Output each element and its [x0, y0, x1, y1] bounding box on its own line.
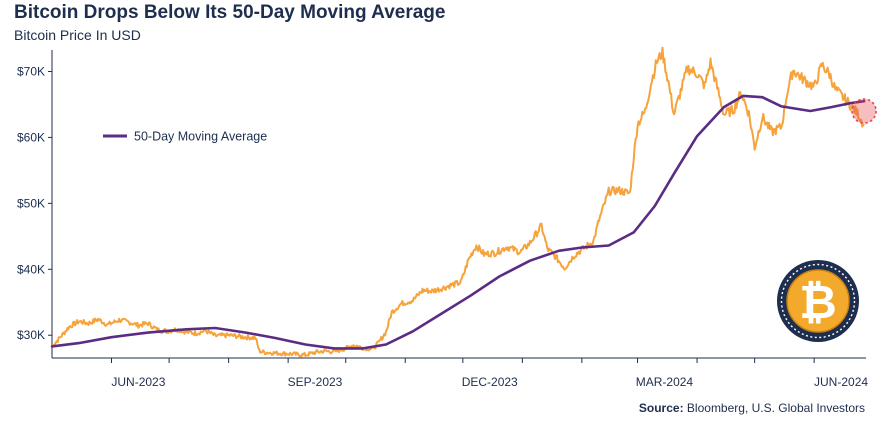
bitcoin-glyph: ₿ [799, 275, 837, 329]
chart-title: Bitcoin Drops Below Its 50-Day Moving Av… [14, 2, 446, 23]
x-tick-label: SEP-2023 [288, 375, 343, 389]
y-tick-label: $40K [17, 262, 45, 276]
y-tick-label: $30K [17, 328, 45, 342]
x-tick-label: JUN-2023 [111, 375, 165, 389]
y-tick-label: $60K [17, 130, 45, 144]
series-layer [50, 46, 866, 358]
highlight-circle-marker [851, 98, 877, 124]
annotation-layer [851, 98, 877, 124]
chart-legend: 50-Day Moving Average [103, 130, 267, 144]
source-label: Source: [638, 401, 684, 415]
chart-subtitle: Bitcoin Price In USD [14, 27, 141, 43]
bitcoin-coin-icon: ₿ [777, 260, 859, 342]
y-tick-label: $50K [17, 196, 45, 210]
y-tick-label: $70K [17, 64, 45, 78]
source-text: Bloomberg, U.S. Global Investors [686, 401, 865, 415]
x-tick-label: JUN-2024 [814, 375, 868, 389]
x-tick-label: MAR-2024 [636, 375, 694, 389]
moving-average-series-line [50, 94, 866, 350]
legend-label-moving-average: 50-Day Moving Average [134, 130, 267, 144]
chart-axes: $30K $40K $50K $60K $70K JUN-2023 SEP-2023 DEC-… [17, 50, 868, 389]
price-series-line [51, 46, 865, 358]
x-tick-label: DEC-2023 [462, 375, 518, 389]
source-note: Source: Bloomberg, U.S. Global Investors [639, 401, 865, 415]
